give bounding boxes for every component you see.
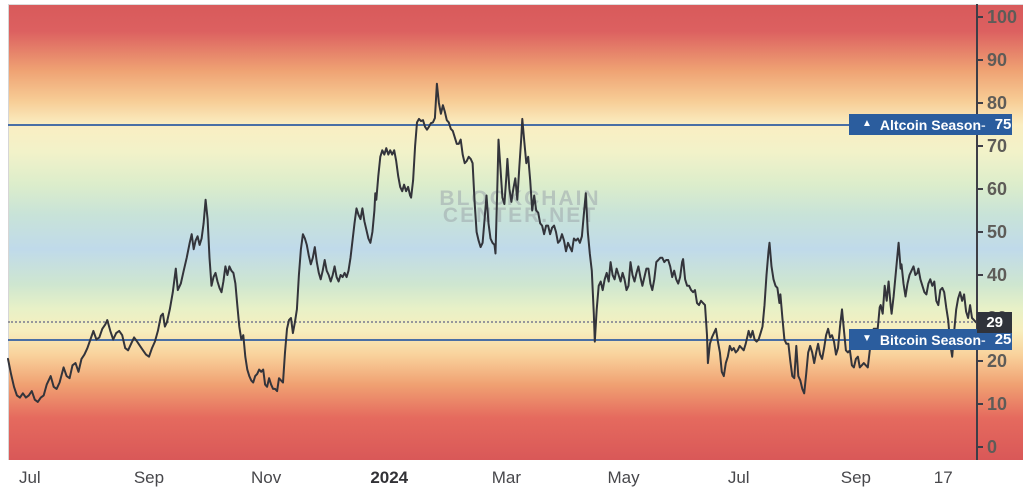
y-tick-mark	[977, 360, 983, 362]
y-tick-label: 40	[987, 265, 1008, 285]
x-tick-label-jul: Jul	[18, 468, 41, 487]
y-tick-mark	[977, 102, 983, 104]
x-tick-label-2024: 2024	[370, 468, 409, 487]
y-tick-mark	[977, 274, 983, 276]
watermark: BLOCKCHAIN CENTER.NET	[389, 188, 651, 227]
y-tick-mark	[977, 145, 983, 147]
y-tick-mark	[977, 231, 983, 233]
x-tick-label-sep: Sep	[133, 468, 165, 487]
bitcoin-season-value: 25	[994, 331, 1012, 348]
altcoin-season-badge: ▲ Altcoin Season - 75	[849, 114, 1012, 135]
y-tick-label: 0	[987, 437, 998, 457]
y-tick-mark	[977, 446, 983, 448]
current-value-badge: 29	[977, 311, 1012, 333]
altcoin-season-separator: -	[981, 116, 986, 133]
y-tick-label: 100	[987, 7, 1018, 27]
y-tick-label: 60	[987, 179, 1008, 199]
x-tick-label-nov: Nov	[251, 468, 282, 487]
triangle-down-icon: ▼	[862, 333, 872, 344]
x-tick-label-17: 17	[933, 468, 953, 487]
y-tick-label: 20	[987, 351, 1008, 371]
x-tick-label-jul: Jul	[727, 468, 750, 487]
y-tick-mark	[977, 403, 983, 405]
x-tick-label-mar: Mar	[491, 468, 522, 487]
x-tick-label-sep: Sep	[840, 468, 871, 487]
y-tick-label: 50	[987, 222, 1008, 242]
current-value: 29	[986, 313, 1003, 331]
y-tick-label: 70	[987, 136, 1008, 156]
altcoin-season-label: Altcoin Season	[879, 116, 982, 133]
y-tick-mark	[977, 59, 983, 61]
bitcoin-season-label: Bitcoin Season	[879, 331, 982, 348]
altcoin-season-value: 75	[994, 116, 1012, 133]
y-tick-label: 80	[987, 93, 1008, 113]
y-tick-label: 90	[987, 50, 1008, 70]
watermark-line-2: CENTER.NET	[442, 204, 598, 227]
y-tick-mark	[977, 188, 983, 190]
current-value-line	[8, 321, 977, 324]
y-tick-mark	[977, 16, 983, 18]
triangle-up-icon: ▲	[862, 118, 872, 129]
plot-area[interactable]: BLOCKCHAIN CENTER.NET	[8, 4, 1023, 460]
x-tick-label-may: May	[607, 468, 640, 487]
y-tick-label: 10	[987, 394, 1008, 414]
bitcoin-season-separator: -	[981, 331, 986, 348]
bitcoin-season-badge: ▼ Bitcoin Season - 25	[849, 329, 1012, 350]
